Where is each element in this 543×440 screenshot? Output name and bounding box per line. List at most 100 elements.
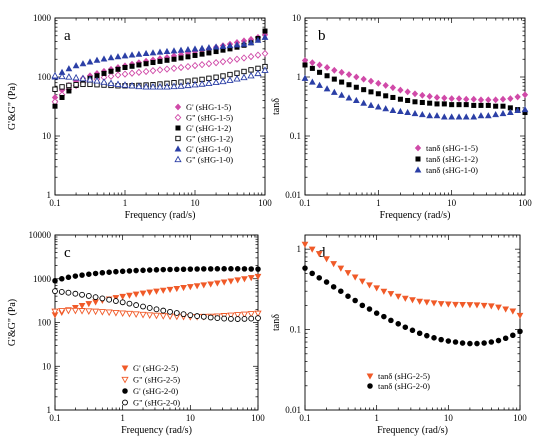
data-point [463,95,470,103]
data-point [129,63,135,69]
data-point [207,266,214,272]
data-point [383,93,389,99]
data-point [471,102,477,108]
data-point [72,73,80,81]
data-point [59,94,65,100]
data-point [441,101,447,107]
data-point [360,99,368,106]
data-point [485,102,491,108]
data-point [323,64,331,71]
data-point [234,70,240,76]
data-point [462,113,470,120]
data-point [98,309,106,316]
data-point [163,65,171,73]
data-point [389,84,397,92]
y-tick-label: 0.1 [290,325,301,335]
data-point [234,277,242,284]
data-point [366,306,373,312]
data-point [163,82,171,90]
data-point [65,65,73,72]
data-point [470,113,478,120]
data-point [449,102,455,108]
data-point [487,303,495,310]
data-point [254,36,262,43]
x-tick-label: 10 [447,198,457,208]
data-point [423,299,431,306]
y-axis-title: G'&G" (Pa) [7,299,18,346]
data-point [112,309,120,317]
data-point [213,49,219,55]
data-point [78,302,86,310]
data-point [107,79,115,87]
data-point [92,299,99,306]
data-point [198,44,206,51]
data-point [212,78,220,86]
data-point [360,75,367,83]
data-point [72,62,80,69]
data-point [233,41,241,48]
data-point [66,88,72,94]
data-point [100,55,108,62]
data-point [52,277,58,284]
panel-letter: a [64,28,71,44]
data-point [59,84,65,90]
data-point [112,295,120,302]
data-point [142,82,150,90]
data-point [86,58,94,65]
y-tick-label: 1 [47,405,52,415]
x-tick-label: 10 [186,413,196,423]
data-point [316,81,323,88]
data-point [159,287,167,294]
data-point [339,79,345,85]
data-point [387,291,395,298]
data-point [140,267,146,274]
data-point [445,338,452,344]
data-point [248,67,254,73]
data-point [152,312,161,320]
data-point [52,86,58,92]
y-axis-title: tanδ [271,314,282,331]
y-tick-label: 10 [42,131,52,141]
data-point [338,288,344,294]
data-point [351,274,359,281]
panel-letter: d [318,245,326,261]
data-point [52,288,58,295]
data-point [52,103,58,109]
series-1 [302,265,523,347]
data-point [219,42,227,49]
data-point [214,315,221,322]
data-point [241,266,248,272]
data-point [228,315,234,322]
legend-marker [367,383,373,389]
data-point [119,299,126,306]
data-point [345,94,353,101]
data-point [143,61,149,67]
data-point [358,278,366,285]
data-point [430,300,438,307]
data-point [481,340,487,346]
data-point [247,71,255,79]
data-point [146,312,154,319]
data-point [419,99,425,105]
data-point [177,46,185,53]
data-point [220,279,228,286]
data-point [352,297,358,304]
x-tick-label: 100 [513,413,527,423]
data-point [150,60,156,66]
data-point [205,79,213,87]
data-point [438,336,444,343]
data-point [159,313,167,320]
legend-marker [175,125,181,131]
data-point [316,61,323,69]
data-point [99,295,106,302]
data-point [382,81,389,89]
data-point [240,311,249,319]
data-point [66,82,72,89]
data-point [187,266,194,272]
data-point [173,310,180,316]
y-tick-label: 0.01 [285,405,301,415]
data-point [389,106,397,114]
data-point [107,72,115,80]
data-point [302,265,308,271]
